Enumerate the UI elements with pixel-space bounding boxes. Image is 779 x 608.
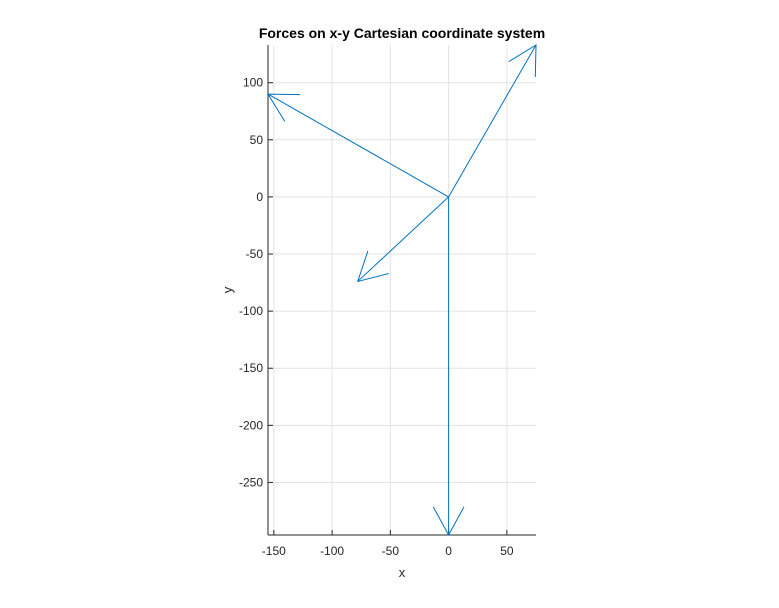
x-axis-ticks: -150 -100 -50 0 50 [262, 530, 514, 558]
y-tick-label: -50 [246, 247, 264, 261]
y-tick-label: -100 [239, 304, 263, 318]
force-vector-2 [267, 93, 449, 198]
x-axis-label: x [399, 565, 406, 580]
force-vectors [267, 44, 537, 537]
vector-arrowhead [267, 93, 301, 122]
chart-title: Forces on x-y Cartesian coordinate syste… [259, 25, 545, 41]
x-tick-label: -100 [320, 544, 344, 558]
x-tick-label: 0 [445, 544, 452, 558]
vector-arrowhead [508, 44, 537, 78]
y-tick-label: -200 [239, 418, 263, 432]
y-tick-label: -150 [239, 361, 263, 375]
force-vector-3 [356, 196, 449, 283]
grid [268, 45, 536, 535]
x-tick-label: 50 [500, 544, 514, 558]
vector-shaft [448, 44, 537, 198]
force-vector-4 [432, 196, 465, 537]
x-tick-label: -50 [382, 544, 400, 558]
vector-arrowhead [356, 250, 389, 283]
y-tick-label: 100 [243, 76, 263, 90]
vector-arrowhead [432, 506, 465, 537]
y-axis-label: y [220, 286, 235, 293]
vector-shaft [267, 93, 449, 198]
y-tick-label: 50 [250, 133, 264, 147]
x-tick-label: -150 [262, 544, 286, 558]
vector-shaft [357, 196, 449, 282]
y-tick-label: -250 [239, 475, 263, 489]
y-axis-ticks: 100 50 0 -50 -100 -150 -200 -250 [239, 76, 273, 489]
y-tick-label: 0 [256, 190, 263, 204]
force-vector-1 [448, 44, 537, 198]
